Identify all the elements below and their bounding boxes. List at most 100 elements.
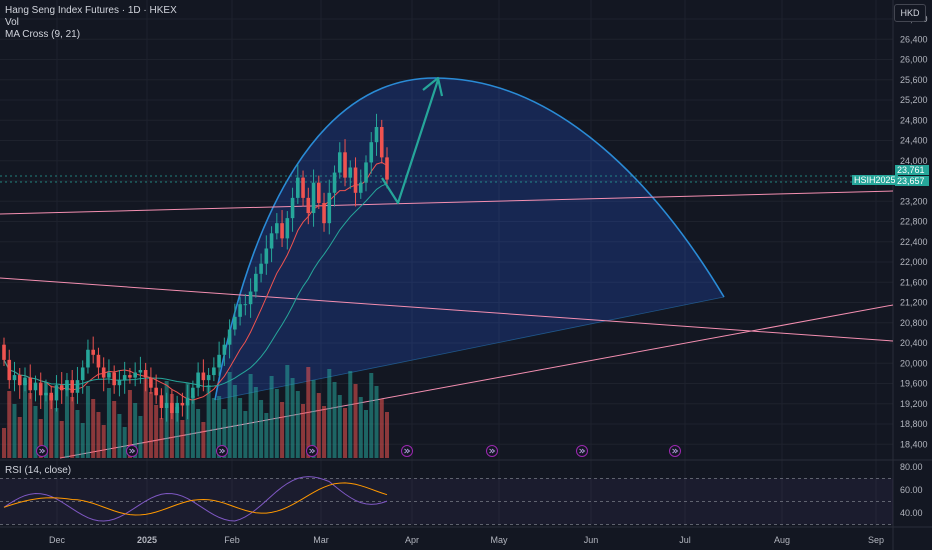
candle-body: [164, 402, 169, 408]
volume-bar: [327, 369, 332, 458]
price-tick-label: 20,400: [900, 338, 928, 348]
candle-body: [206, 375, 211, 381]
candle-body: [70, 380, 75, 393]
candle-body: [96, 354, 101, 368]
volume-bar: [33, 406, 38, 458]
forecast-arrow-path: [381, 79, 440, 205]
volume-bar: [332, 382, 337, 458]
price-tick-label: 23,200: [900, 196, 928, 206]
candle-body: [353, 167, 358, 193]
volume-bar: [17, 417, 22, 458]
candle-body: [75, 380, 80, 393]
time-tick-label: 2025: [137, 535, 157, 545]
rsi-tick-label: 60.00: [900, 485, 923, 495]
candle-body: [379, 127, 384, 158]
arc-pattern-drawing[interactable]: [214, 77, 725, 401]
candle-body: [191, 387, 195, 398]
volume-bars: [2, 365, 389, 458]
price-tick-label: 24,000: [900, 156, 928, 166]
candle-body: [337, 152, 342, 173]
candle-body: [290, 197, 295, 219]
volume-bar: [222, 409, 227, 458]
price-tick-label: 20,800: [900, 318, 928, 328]
volume-bar: [217, 396, 222, 458]
volume-bar: [264, 413, 269, 458]
volume-bar: [75, 410, 80, 458]
candle-body: [117, 380, 122, 386]
volume-bar: [253, 387, 258, 458]
candle-body: [327, 192, 332, 224]
candle-body: [149, 377, 153, 388]
candle-body: [311, 182, 316, 214]
volume-bar: [43, 382, 48, 458]
rsi-axis: 80.00 60.00 40.00: [900, 462, 923, 518]
event-marker-icon: [36, 445, 48, 457]
volume-bar: [117, 414, 122, 458]
volume-bar: [274, 389, 279, 458]
volume-bar: [374, 386, 379, 458]
candle-body: [285, 218, 290, 239]
price-tick-label: 21,600: [900, 277, 928, 287]
currency-button[interactable]: HKD: [894, 4, 926, 22]
candle-body: [196, 372, 200, 388]
candle-body: [301, 177, 305, 198]
candle-body: [269, 233, 274, 249]
descending-trendline: [0, 277, 894, 342]
candle-body: [7, 359, 12, 381]
volume-bar: [206, 385, 211, 458]
volume-bar: [175, 407, 180, 458]
candle-body: [343, 152, 347, 178]
volume-bar: [227, 372, 232, 458]
volume-legend[interactable]: Vol: [5, 17, 19, 28]
time-tick-label: Feb: [224, 535, 240, 545]
time-axis[interactable]: Dec 2025 Feb Mar Apr May Jun Jul Aug Sep: [49, 535, 884, 545]
volume-bar: [280, 402, 285, 458]
event-marker-icon: [669, 445, 681, 457]
volume-bar: [80, 423, 85, 458]
volume-bar: [169, 394, 174, 458]
price-tick-label: 22,000: [900, 257, 928, 267]
time-tick-label: Sep: [868, 535, 884, 545]
price-tick-label: 22,800: [900, 217, 928, 227]
candlesticks[interactable]: [2, 113, 389, 422]
price-tick-label: 18,400: [900, 439, 928, 449]
time-tick-label: Jul: [679, 535, 691, 545]
time-tick-label: Jun: [584, 535, 599, 545]
candle-body: [364, 162, 368, 183]
candle-body: [122, 375, 127, 381]
candle-body: [264, 248, 269, 264]
volume-bar: [185, 383, 190, 458]
volume-bar: [190, 396, 195, 458]
volume-bar: [122, 427, 127, 458]
volume-bar: [290, 378, 295, 458]
volume-bar: [295, 391, 300, 458]
price-tick-label: 19,600: [900, 379, 928, 389]
volume-bar: [301, 404, 306, 458]
event-markers[interactable]: [36, 445, 681, 457]
candle-body: [222, 344, 227, 355]
rsi-legend[interactable]: RSI (14, close): [5, 465, 72, 476]
event-marker-icon: [486, 445, 498, 457]
price-tick-label: 24,400: [900, 136, 928, 146]
candle-body: [175, 402, 179, 414]
candle-body: [112, 372, 116, 386]
volume-bar: [269, 376, 274, 458]
volume-bar: [112, 401, 117, 458]
time-tick-label: Mar: [313, 535, 329, 545]
candle-body: [348, 167, 353, 178]
time-tick-label: Aug: [774, 535, 790, 545]
volume-bar: [348, 371, 353, 458]
candle-body: [101, 367, 106, 378]
ma-cross-legend[interactable]: MA Cross (9, 21): [5, 29, 81, 40]
candle-body: [49, 392, 54, 401]
volume-bar: [85, 386, 90, 458]
time-tick-label: Apr: [405, 535, 419, 545]
forecast-arrow[interactable]: [381, 76, 444, 205]
candle-body: [322, 202, 326, 224]
rsi-tick-label: 80.00: [900, 462, 923, 472]
symbol-title[interactable]: Hang Seng Index Futures · 1D · HKEX: [5, 5, 177, 16]
candle-body: [128, 375, 132, 378]
candle-body: [170, 402, 174, 414]
candle-body: [332, 172, 337, 193]
